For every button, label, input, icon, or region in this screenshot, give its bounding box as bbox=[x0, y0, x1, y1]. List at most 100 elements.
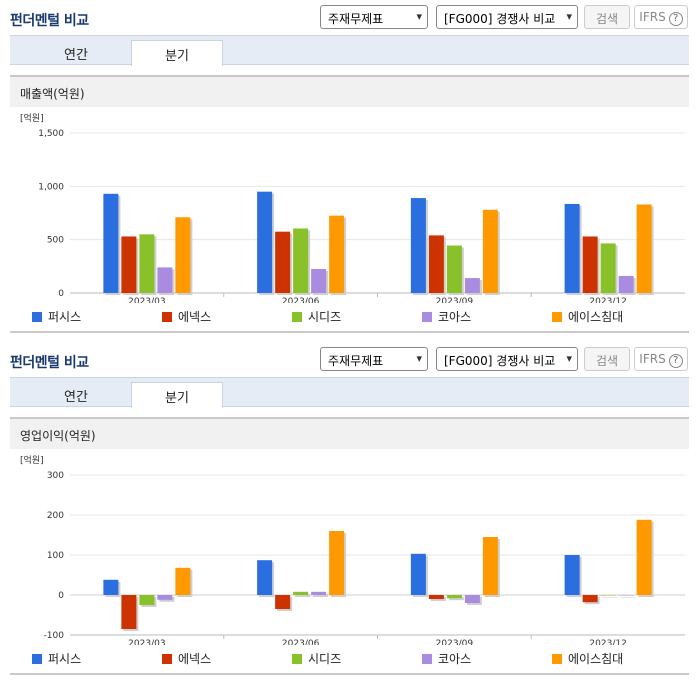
ifrs-button[interactable]: IFRS? bbox=[634, 347, 688, 371]
bar[interactable] bbox=[293, 228, 309, 293]
legend-item[interactable]: 퍼시스 bbox=[32, 308, 81, 325]
bar[interactable] bbox=[329, 531, 345, 595]
statement-select[interactable]: 주재무제표 ▾ bbox=[320, 347, 428, 371]
bar[interactable] bbox=[257, 560, 273, 595]
bar[interactable] bbox=[275, 231, 291, 293]
bar[interactable] bbox=[464, 278, 480, 293]
tab-annual[interactable]: 연간 bbox=[64, 48, 88, 63]
legend-item[interactable]: 코아스 bbox=[422, 650, 471, 667]
y-tick-label: 0 bbox=[58, 591, 64, 601]
y-tick-label: -100 bbox=[44, 631, 65, 641]
x-tick-label: 2023/03 bbox=[128, 639, 165, 645]
legend-item[interactable]: 코아스 bbox=[422, 308, 471, 325]
legend-item[interactable]: 에이스침대 bbox=[552, 308, 623, 325]
bar[interactable] bbox=[275, 595, 291, 609]
ifrs-label: IFRS bbox=[639, 352, 666, 366]
bar[interactable] bbox=[157, 595, 173, 600]
bar[interactable] bbox=[618, 595, 634, 596]
bar[interactable] bbox=[410, 198, 426, 293]
bar[interactable] bbox=[103, 579, 119, 595]
bar[interactable] bbox=[600, 243, 616, 293]
bar[interactable] bbox=[618, 275, 634, 293]
ifrs-button[interactable]: IFRS? bbox=[634, 5, 688, 29]
help-icon: ? bbox=[668, 354, 683, 368]
legend-swatch bbox=[292, 312, 302, 322]
bar[interactable] bbox=[311, 591, 327, 595]
compare-select[interactable]: [FG000] 경쟁사 비교 ▾ bbox=[436, 5, 578, 29]
section-title: 펀더멘털 비교 bbox=[10, 13, 89, 29]
legend-swatch bbox=[162, 654, 172, 664]
unit-label: [억원] bbox=[20, 112, 44, 124]
panel-header: 펀더멘털 비교 주재무제표 ▾ [FG000] 경쟁사 비교 ▾ 검색 IFRS… bbox=[0, 342, 696, 376]
bar[interactable] bbox=[564, 555, 580, 595]
legend-label: 에넥스 bbox=[178, 310, 212, 324]
bar[interactable] bbox=[446, 245, 462, 293]
period-tabs: 연간 분기 bbox=[10, 377, 689, 408]
bar[interactable] bbox=[139, 595, 155, 605]
y-tick-label: 300 bbox=[47, 471, 64, 481]
bar[interactable] bbox=[428, 235, 444, 293]
bar[interactable] bbox=[293, 591, 309, 595]
legend-item[interactable]: 시디즈 bbox=[292, 650, 341, 667]
bar[interactable] bbox=[121, 236, 137, 293]
bar[interactable] bbox=[121, 595, 137, 629]
bar[interactable] bbox=[482, 537, 498, 595]
compare-select-value: [FG000] 경쟁사 비교 bbox=[444, 12, 556, 26]
x-tick-label: 2023/12 bbox=[589, 639, 626, 645]
legend-label: 에넥스 bbox=[178, 652, 212, 666]
statement-select-value: 주재무제표 bbox=[328, 12, 384, 26]
bar[interactable] bbox=[582, 236, 598, 293]
legend-item[interactable]: 에넥스 bbox=[162, 650, 211, 667]
fundamental-panel-sales: 펀더멘털 비교 주재무제표 ▾ [FG000] 경쟁사 비교 ▾ 검색 IFRS… bbox=[10, 5, 689, 333]
x-tick-label: 2023/06 bbox=[282, 639, 320, 645]
bar[interactable] bbox=[428, 595, 444, 599]
bar[interactable] bbox=[175, 217, 191, 293]
bar-shadow bbox=[295, 593, 311, 597]
statement-select[interactable]: 주재무제표 ▾ bbox=[320, 5, 428, 29]
help-icon: ? bbox=[668, 12, 683, 26]
x-tick-label: 2023/06 bbox=[282, 297, 320, 303]
bar[interactable] bbox=[564, 203, 580, 293]
bar[interactable] bbox=[464, 595, 480, 603]
compare-select[interactable]: [FG000] 경쟁사 비교 ▾ bbox=[436, 347, 578, 371]
bar[interactable] bbox=[446, 595, 462, 599]
y-tick-label: 1,500 bbox=[38, 129, 64, 139]
chevron-down-icon: ▾ bbox=[416, 10, 422, 23]
tab-quarterly[interactable]: 분기 bbox=[131, 382, 223, 408]
legend-item[interactable]: 에넥스 bbox=[162, 308, 211, 325]
bar[interactable] bbox=[329, 215, 345, 293]
bar[interactable] bbox=[482, 209, 498, 293]
search-button[interactable]: 검색 bbox=[584, 347, 630, 371]
legend-swatch bbox=[162, 312, 172, 322]
legend-label: 코아스 bbox=[438, 652, 472, 666]
bar[interactable] bbox=[636, 204, 652, 293]
bar[interactable] bbox=[636, 519, 652, 595]
bar[interactable] bbox=[257, 191, 273, 293]
bar-shadow bbox=[602, 597, 618, 598]
bar[interactable] bbox=[600, 595, 616, 596]
legend-item[interactable]: 퍼시스 bbox=[32, 650, 81, 667]
bar[interactable] bbox=[410, 553, 426, 595]
bar[interactable] bbox=[175, 567, 191, 595]
unit-label: [억원] bbox=[20, 454, 44, 466]
chevron-down-icon: ▾ bbox=[566, 10, 572, 23]
bar[interactable] bbox=[139, 234, 155, 293]
bar[interactable] bbox=[311, 269, 327, 293]
legend-item[interactable]: 에이스침대 bbox=[552, 650, 623, 667]
legend-swatch bbox=[552, 312, 562, 322]
legend-label: 시디즈 bbox=[308, 310, 342, 324]
bar[interactable] bbox=[582, 595, 598, 603]
search-button[interactable]: 검색 bbox=[584, 5, 630, 29]
compare-select-value: [FG000] 경쟁사 비교 bbox=[444, 354, 556, 368]
tab-annual[interactable]: 연간 bbox=[64, 390, 88, 405]
tab-quarterly[interactable]: 분기 bbox=[131, 40, 223, 66]
x-tick-label: 2023/12 bbox=[589, 297, 626, 303]
legend-label: 에이스침대 bbox=[568, 652, 624, 666]
legend-swatch bbox=[422, 312, 432, 322]
y-tick-label: 100 bbox=[47, 551, 64, 561]
bar[interactable] bbox=[103, 193, 119, 293]
x-tick-label: 2023/09 bbox=[436, 639, 474, 645]
legend-item[interactable]: 시디즈 bbox=[292, 308, 341, 325]
legend-swatch bbox=[552, 654, 562, 664]
bar[interactable] bbox=[157, 267, 173, 293]
